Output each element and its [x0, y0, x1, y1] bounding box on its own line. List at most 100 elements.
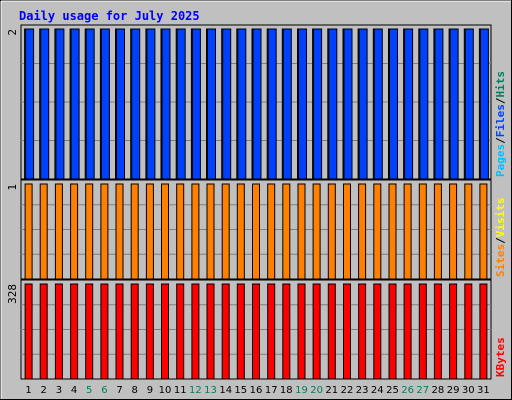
bar-files-day-3	[55, 28, 65, 180]
y-max-label: 1	[6, 184, 19, 191]
x-tick-label-day-10: 10	[159, 385, 172, 396]
bar-files-day-19	[298, 28, 307, 180]
bar-sites-day-10	[161, 183, 169, 280]
bar-sites-day-22	[343, 183, 351, 280]
bar-kbytes-day-19	[297, 283, 306, 380]
bar-files-day-14	[222, 28, 232, 180]
bar-kbytes-day-22	[343, 283, 351, 380]
bar-files-day-5	[85, 28, 95, 180]
x-tick-label-day-21: 21	[325, 385, 338, 396]
legend-separator: /	[494, 97, 507, 104]
bar-files-day-23	[358, 28, 368, 180]
bar-sites-day-31	[479, 183, 488, 280]
x-tick-label-day-12: 12	[189, 385, 202, 396]
legend-entry-files: Files	[494, 104, 507, 137]
legend-hits-files-pages: Pages/Files/Hits	[494, 71, 507, 177]
bar-kbytes-day-25	[388, 283, 397, 380]
bar-files-day-26	[404, 28, 414, 180]
bar-kbytes-day-9	[145, 283, 154, 380]
bar-kbytes-day-18	[282, 283, 291, 380]
bar-kbytes-day-29	[449, 283, 458, 380]
bar-sites-day-5	[85, 183, 94, 280]
bar-sites-day-1	[24, 183, 33, 280]
bar-files-day-29	[449, 28, 459, 180]
legend-kbytes: KBytes	[494, 337, 507, 377]
bar-sites-day-16	[252, 183, 260, 280]
legend-separator: /	[494, 237, 507, 244]
y-max-label: 2	[6, 29, 19, 36]
bar-files-day-1	[25, 28, 35, 180]
bar-kbytes-day-30	[464, 283, 473, 380]
bar-sites-day-3	[54, 183, 63, 280]
bar-files-day-10	[161, 28, 171, 180]
legend-entry-hits: Hits	[494, 71, 507, 98]
bar-kbytes-day-16	[252, 283, 260, 380]
bar-kbytes-day-26	[403, 283, 412, 380]
legend-entry-sites: Sites	[494, 244, 507, 277]
bar-files-day-30	[464, 28, 474, 180]
bar-kbytes-day-24	[373, 283, 382, 380]
legend-entry-pages: Pages	[494, 144, 507, 177]
bar-kbytes-day-31	[479, 283, 488, 380]
bar-sites-day-23	[358, 183, 367, 280]
bar-kbytes-day-2	[39, 283, 48, 380]
bar-kbytes-day-12	[191, 283, 200, 380]
bar-files-day-9	[146, 28, 156, 180]
x-tick-label-day-23: 23	[356, 385, 369, 396]
y-max-label: 328	[6, 284, 19, 304]
x-tick-label-day-25: 25	[386, 385, 399, 396]
x-tick-label-day-29: 29	[447, 385, 460, 396]
bar-sites-day-11	[176, 183, 185, 280]
bar-files-day-2	[40, 28, 50, 180]
bar-files-day-7	[116, 28, 125, 180]
bar-files-day-24	[373, 28, 383, 180]
bar-files-day-28	[434, 28, 444, 180]
bar-files-day-20	[313, 28, 323, 180]
bar-sites-day-20	[312, 183, 321, 280]
bar-sites-day-27	[418, 183, 427, 280]
bar-kbytes-day-21	[327, 283, 336, 380]
bar-kbytes-day-3	[54, 283, 63, 380]
x-tick-label-day-22: 22	[341, 385, 354, 396]
bar-kbytes-day-8	[130, 283, 139, 380]
x-axis-labels: 1 2 3 4 5 6 7 8 9 10 11 12 13 14 15 16 17 18 19 20 21 22 23 24 2…	[25, 385, 489, 396]
x-tick-label-day-14: 14	[219, 385, 232, 396]
bar-sites-day-4	[70, 183, 79, 280]
x-tick-label-day-17: 17	[265, 385, 278, 396]
bar-sites-day-25	[388, 183, 397, 280]
legend-entry-kbytes: KBytes	[494, 337, 507, 377]
bar-files-day-8	[131, 28, 141, 180]
bar-kbytes-day-27	[418, 283, 427, 380]
bar-sites-day-14	[221, 183, 230, 280]
bar-sites-day-13	[206, 183, 215, 280]
bar-files-day-18	[282, 28, 292, 180]
x-tick-label-day-9: 9	[147, 385, 153, 396]
bar-kbytes-day-15	[236, 283, 245, 380]
bar-kbytes-day-5	[85, 283, 94, 380]
bar-files-day-31	[479, 28, 489, 180]
x-tick-label-day-2: 2	[41, 385, 47, 396]
x-tick-label-day-11: 11	[174, 385, 187, 396]
bar-files-day-6	[100, 28, 110, 180]
x-tick-label-day-28: 28	[432, 385, 445, 396]
x-tick-label-day-6: 6	[101, 385, 107, 396]
bar-files-day-13	[207, 28, 216, 180]
bar-sites-day-19	[297, 183, 306, 280]
bar-files-day-11	[176, 28, 186, 180]
x-tick-label-day-5: 5	[86, 385, 92, 396]
x-tick-label-day-24: 24	[371, 385, 384, 396]
x-tick-label-day-18: 18	[280, 385, 293, 396]
bar-kbytes-day-4	[70, 283, 79, 380]
bar-kbytes-day-11	[176, 283, 185, 380]
x-tick-label-day-13: 13	[204, 385, 217, 396]
bar-sites-day-17	[267, 183, 276, 280]
bar-sites-day-2	[39, 183, 48, 280]
x-tick-label-day-3: 3	[56, 385, 62, 396]
bar-kbytes-day-20	[312, 283, 321, 380]
bar-sites-day-30	[464, 183, 473, 280]
bar-files-day-25	[389, 28, 398, 180]
bar-sites-day-6	[100, 183, 109, 280]
bar-files-day-17	[267, 28, 277, 180]
